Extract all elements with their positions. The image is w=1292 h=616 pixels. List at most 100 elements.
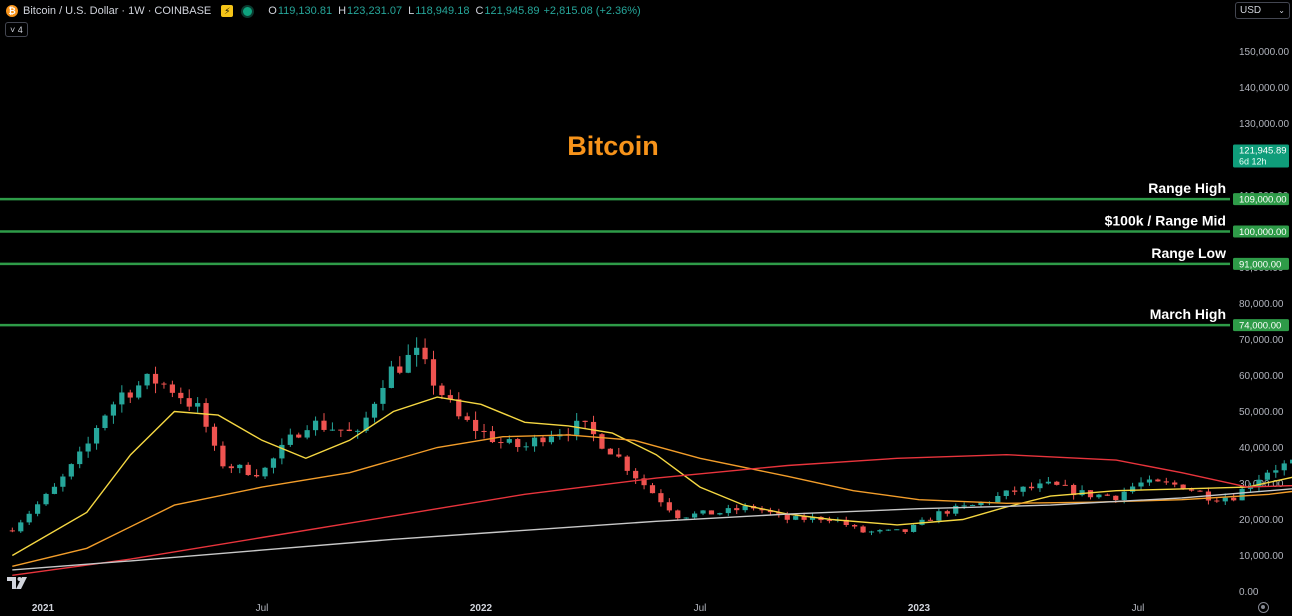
level-price-tag-text: 74,000.00 [1239, 321, 1281, 332]
candle-body [742, 505, 748, 511]
candle-body [936, 511, 942, 521]
candle-body [51, 486, 58, 494]
candle-body [515, 439, 521, 448]
candle-body [995, 495, 1001, 503]
candle-body [1146, 479, 1153, 483]
candle-body [60, 476, 66, 487]
low-label: L [408, 5, 415, 17]
gear-icon[interactable] [1258, 602, 1269, 613]
candle-body [237, 464, 243, 469]
candle-body [692, 513, 698, 518]
candle-body [927, 519, 934, 521]
candle-body [85, 443, 91, 452]
candle-body [338, 429, 344, 431]
candle-body [531, 437, 538, 447]
x-axis-tick-label: Jul [1132, 603, 1145, 614]
candle-body [953, 505, 959, 514]
y-axis-tick-label: 20,000.00 [1239, 515, 1284, 526]
chevron-down-icon: ⌄ [1278, 6, 1285, 15]
candle-body [1222, 497, 1228, 502]
candle-body [523, 446, 529, 448]
candle-body [1163, 481, 1169, 483]
candle-body [616, 454, 622, 457]
candle-body [287, 434, 293, 445]
candle-body [658, 493, 664, 503]
candle-body [102, 415, 108, 428]
candle-body [1113, 495, 1119, 500]
candle-body [346, 429, 352, 432]
chart-title: Bitcoin [567, 131, 659, 161]
candle-body [144, 373, 150, 386]
candle-body [1290, 459, 1292, 464]
candle-body [1180, 484, 1186, 490]
level-label: Range High [1148, 180, 1226, 196]
candle-body [447, 395, 453, 400]
candle-body [304, 430, 310, 438]
candle-body [464, 416, 470, 420]
level-label: $100k / Range Mid [1105, 213, 1226, 229]
candle-body [1197, 490, 1203, 492]
candle-body [1138, 482, 1144, 487]
x-axis-tick-label: Jul [694, 603, 707, 614]
moving-average-line [11, 396, 1292, 557]
symbol-title[interactable]: Bitcoin / U.S. Dollar · 1W · COINBASE [23, 5, 212, 17]
candle-body [1071, 484, 1077, 496]
candle-body [1028, 486, 1035, 489]
candle-body [944, 511, 950, 514]
lightning-icon[interactable]: ⚡ [221, 5, 234, 17]
candle-body [355, 430, 361, 432]
currency-select[interactable]: USD ⌄ [1235, 2, 1290, 19]
x-axis-tick-label: 2022 [470, 603, 493, 614]
candle-body [35, 504, 41, 514]
candle-body [439, 385, 445, 396]
tradingview-logo-icon[interactable] [7, 576, 31, 590]
candle-body [1079, 490, 1085, 496]
indicators-toggle-button[interactable]: ˅ 4 [5, 22, 28, 37]
open-label: O [268, 5, 277, 17]
candle-body [220, 445, 226, 467]
moving-average-line [12, 488, 1292, 571]
candle-body [489, 431, 496, 443]
candle-body [211, 426, 218, 446]
candle-body [633, 470, 639, 479]
candle-body [195, 403, 201, 407]
candle-body [607, 448, 613, 455]
candle-body [700, 510, 706, 514]
candle-body [127, 392, 133, 398]
candle-body [279, 444, 285, 459]
candle-body [456, 399, 462, 417]
candle-body [1130, 486, 1136, 492]
candle-body [969, 505, 976, 507]
bar-countdown: 6d 12h [1239, 156, 1267, 166]
y-axis-tick-label: 0.00 [1239, 587, 1259, 598]
candle-body [329, 429, 336, 431]
candle-body [683, 517, 689, 519]
candle-body [161, 383, 167, 385]
candle-body [1281, 463, 1287, 471]
candle-body [1012, 490, 1018, 492]
candle-body [708, 510, 715, 515]
candle-body [1264, 472, 1270, 480]
candle-body [1188, 489, 1195, 491]
candle-body [245, 464, 251, 476]
chart-header: ₿ Bitcoin / U.S. Dollar · 1W · COINBASE … [6, 3, 641, 19]
candle-body [1003, 490, 1009, 496]
candle-body [1096, 494, 1102, 498]
candle-body [1214, 500, 1220, 502]
candle-body [582, 420, 588, 422]
current-price-tag [1233, 144, 1289, 168]
candle-body [641, 478, 647, 486]
candle-body [1247, 486, 1254, 489]
level-price-tag-text: 91,000.00 [1239, 259, 1281, 270]
candle-body [203, 403, 209, 427]
candle-body [1231, 497, 1237, 501]
candle-body [666, 502, 672, 511]
level-price-tag [1233, 225, 1289, 238]
current-price-value: 121,945.89 [1239, 145, 1287, 156]
candle-body [911, 524, 917, 532]
candle-body [68, 464, 74, 477]
x-axis-tick-label: Jul [256, 603, 269, 614]
candle-body [397, 366, 403, 373]
candle-body [548, 436, 555, 443]
